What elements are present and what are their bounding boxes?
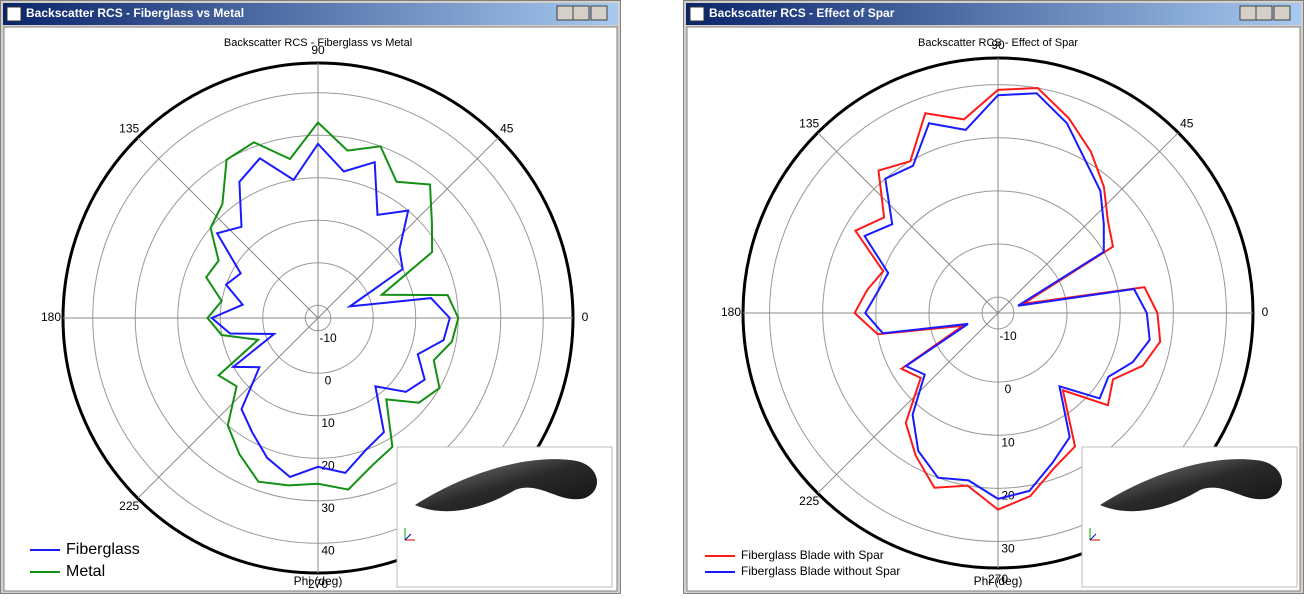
theta-tick-label: 180 [721,305,741,319]
window-title: Backscatter RCS - Fiberglass vs Metal [26,6,244,20]
x-axis-label: Phi (deg) [294,574,343,588]
close-button[interactable] [591,6,607,20]
legend-label: Fiberglass Blade with Spar [741,548,884,562]
theta-tick-label: 225 [119,499,139,513]
maximize-button[interactable] [1256,6,1272,20]
r-tick-label: 10 [321,416,335,430]
theta-tick-label: 180 [41,310,61,324]
minimize-button[interactable] [1240,6,1256,20]
minimize-button[interactable] [557,6,573,20]
r-tick-label: 0 [325,373,332,387]
theta-tick-label: 135 [799,116,819,130]
legend-label: Metal [66,563,105,580]
theta-tick-label: 225 [799,494,819,508]
screen: Backscatter RCS - Fiberglass vs Metal Ba… [0,0,1304,594]
theta-tick-label: 45 [1180,116,1194,130]
inset-right [1082,447,1297,587]
maximize-button[interactable] [573,6,589,20]
theta-tick-label: 90 [991,38,1005,52]
window-title: Backscatter RCS - Effect of Spar [709,6,895,20]
theta-tick-label: 135 [119,121,139,135]
theta-tick-label: 45 [500,121,514,135]
x-axis-label: Phi (deg) [974,574,1023,588]
r-tick-label: 40 [321,543,335,557]
r-tick-label: -10 [319,331,337,345]
r-tick-label: 0 [1005,382,1012,396]
r-tick-label: 10 [1001,435,1015,449]
theta-tick-label: 90 [311,43,325,57]
theta-tick-label: 0 [582,310,589,324]
r-tick-label: 30 [321,501,335,515]
close-button[interactable] [1274,6,1290,20]
r-tick-label: -10 [999,329,1017,343]
legend-label: Fiberglass Blade without Spar [741,564,900,578]
r-tick-label: 30 [1001,542,1015,556]
theta-tick-label: 0 [1262,305,1269,319]
inset-left [397,447,612,587]
legend-label: Fiberglass [66,541,140,558]
